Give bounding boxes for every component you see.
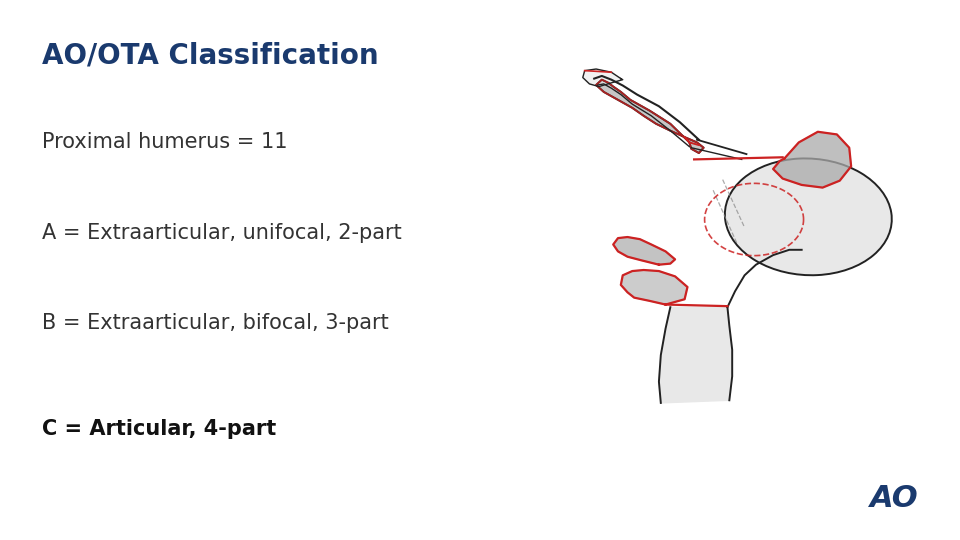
Polygon shape	[583, 69, 623, 86]
Text: A = Extraarticular, unifocal, 2-part: A = Extraarticular, unifocal, 2-part	[42, 223, 402, 243]
Polygon shape	[613, 237, 675, 265]
Polygon shape	[621, 270, 687, 305]
Ellipse shape	[725, 158, 892, 275]
Text: AO: AO	[870, 484, 919, 513]
Polygon shape	[773, 132, 852, 187]
Polygon shape	[596, 80, 704, 153]
Text: Proximal humerus = 11: Proximal humerus = 11	[42, 132, 288, 152]
Text: AO/OTA Classification: AO/OTA Classification	[42, 42, 379, 69]
Text: B = Extraarticular, bifocal, 3-part: B = Extraarticular, bifocal, 3-part	[42, 313, 389, 333]
Text: C = Articular, 4-part: C = Articular, 4-part	[42, 420, 276, 440]
Polygon shape	[659, 307, 732, 403]
